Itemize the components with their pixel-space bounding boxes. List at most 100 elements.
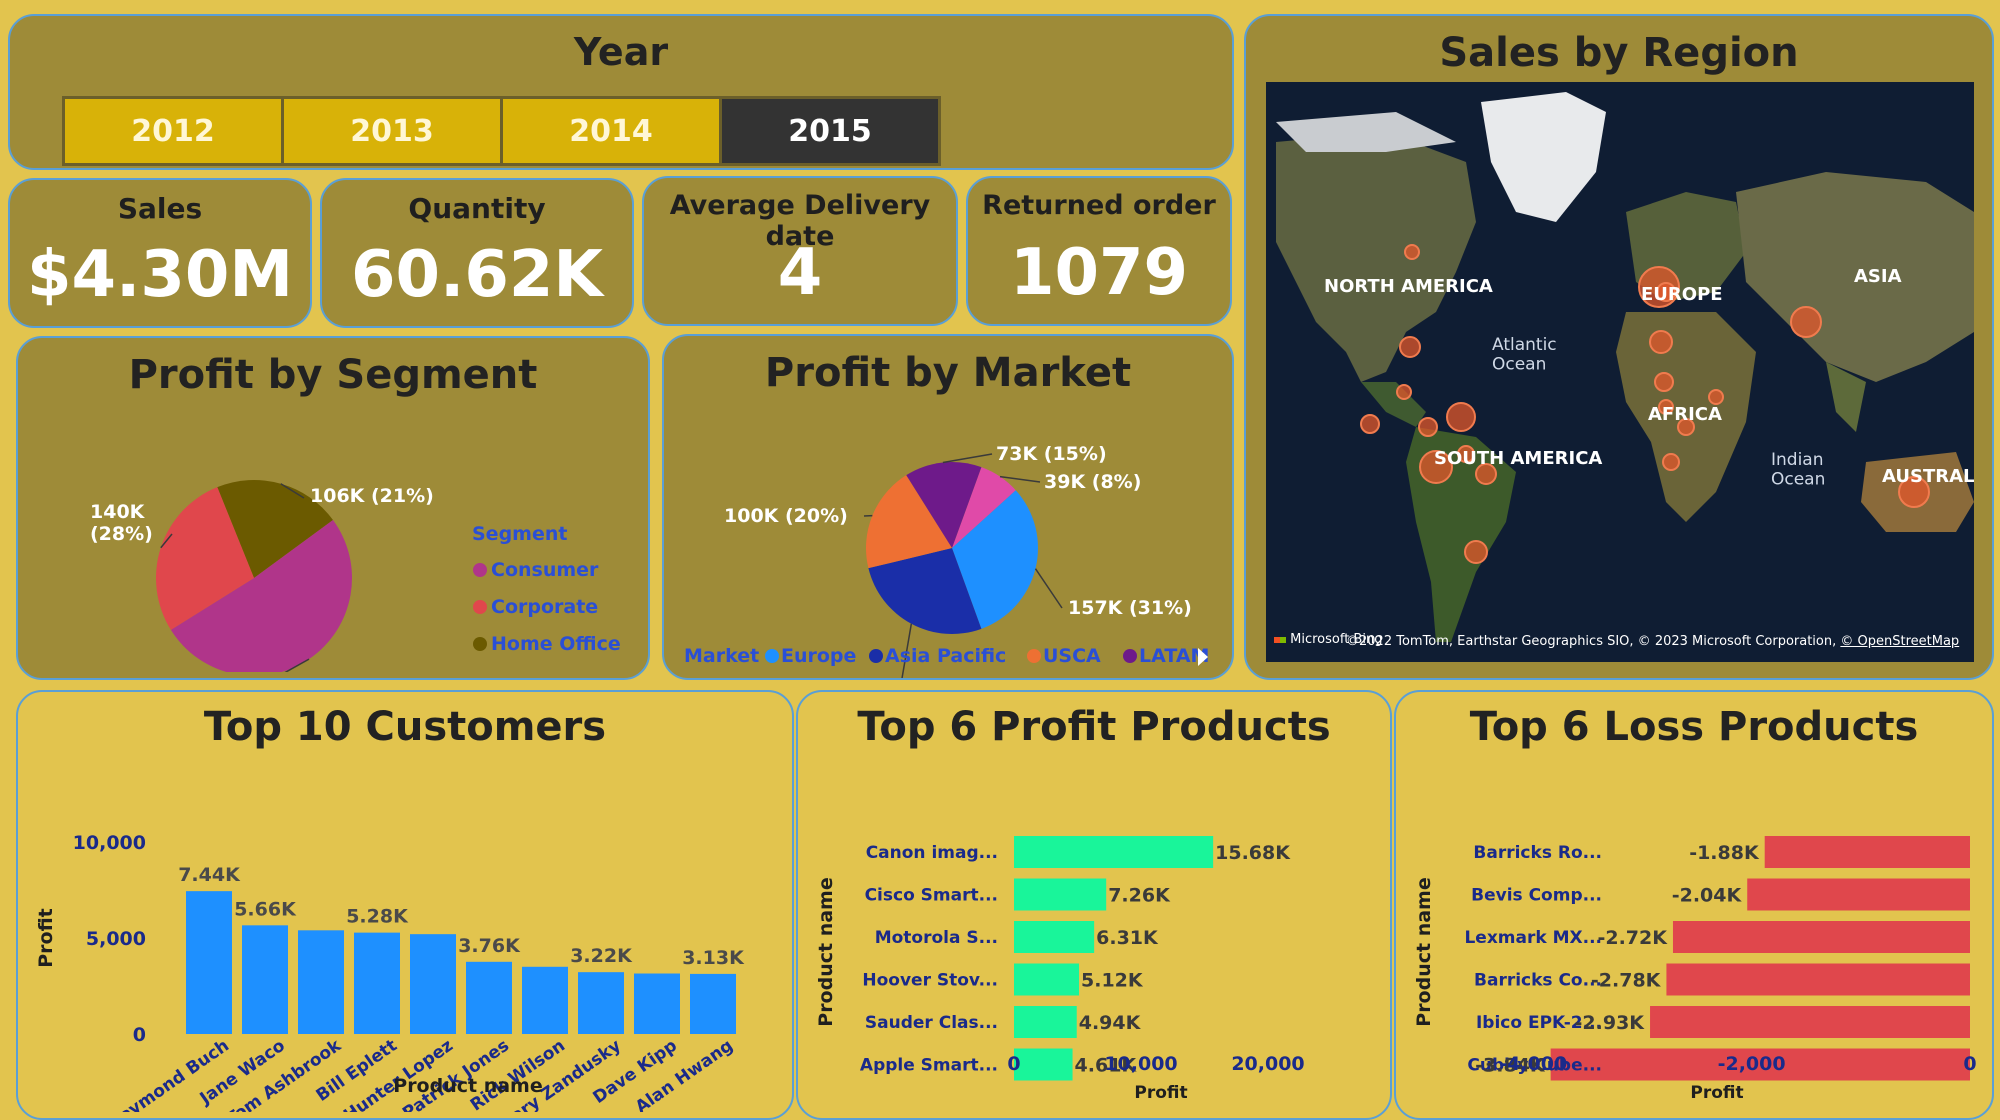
product-bar[interactable] bbox=[1014, 921, 1094, 953]
legend-item[interactable]: Consumer bbox=[491, 559, 599, 581]
chart-title: Profit by Segment bbox=[18, 352, 648, 398]
sales-bubble[interactable] bbox=[1650, 331, 1672, 353]
map-label-europe: EUROPE bbox=[1641, 284, 1723, 305]
map-label-south-america: SOUTH AMERICA bbox=[1434, 448, 1602, 469]
data-label: 5.66K bbox=[234, 898, 297, 920]
chart-title: Top 6 Profit Products bbox=[798, 704, 1390, 750]
chart-title: Top 6 Loss Products bbox=[1396, 704, 1992, 750]
profit-by-market-chart[interactable]: 39K (8%)157K (31%)135K (27%)100K (20%)73… bbox=[664, 396, 1232, 678]
profit-by-segment-chart[interactable]: 106K (21%)258K (51%)140K(28%)SegmentCons… bbox=[18, 402, 648, 672]
y-tick-label: Motorola S... bbox=[875, 928, 998, 948]
x-axis-title: Profit bbox=[1134, 1083, 1187, 1103]
map-label-australia: AUSTRALIA bbox=[1882, 466, 1974, 487]
data-label: 39K (8%) bbox=[1044, 471, 1141, 493]
year-button-2012[interactable]: 2012 bbox=[62, 96, 284, 166]
sales-bubble[interactable] bbox=[1709, 390, 1723, 404]
sales-bubble[interactable] bbox=[1791, 307, 1821, 337]
customer-bar[interactable] bbox=[634, 974, 680, 1034]
y-tick-label: Canon imag... bbox=[866, 843, 998, 863]
y-axis-title: Profit bbox=[35, 908, 57, 968]
product-bar[interactable] bbox=[1014, 1006, 1077, 1038]
chart-title: Profit by Market bbox=[664, 350, 1232, 396]
product-bar[interactable] bbox=[1673, 921, 1970, 953]
sales-bubble[interactable] bbox=[1361, 415, 1379, 433]
y-tick-label: Lexmark MX... bbox=[1464, 928, 1602, 948]
product-bar[interactable] bbox=[1765, 836, 1970, 868]
legend-item[interactable]: Asia Pacific bbox=[885, 645, 1006, 667]
kpi-label: Returned order bbox=[968, 190, 1230, 221]
product-bar[interactable] bbox=[1666, 964, 1970, 996]
year-button-2013[interactable]: 2013 bbox=[281, 96, 503, 166]
kpi-value: 60.62K bbox=[322, 238, 632, 312]
x-tick-label: -2,000 bbox=[1718, 1053, 1786, 1075]
legend-title: Market bbox=[684, 645, 759, 667]
profit-by-market-panel: Profit by Market 39K (8%)157K (31%)135K … bbox=[662, 334, 1234, 680]
sales-bubble[interactable] bbox=[1663, 454, 1679, 470]
kpi-label: Quantity bbox=[322, 192, 632, 225]
kpi-card-returned-order: Returned order 1079 bbox=[966, 176, 1232, 326]
chart-title: Top 10 Customers bbox=[18, 704, 792, 750]
customer-bar[interactable] bbox=[410, 934, 456, 1034]
legend-item[interactable]: Europe bbox=[781, 645, 856, 667]
legend-swatch bbox=[1123, 649, 1137, 663]
data-label: 3.13K bbox=[682, 947, 745, 969]
x-axis-title: Product name bbox=[393, 1075, 542, 1097]
year-slicer-title: Year bbox=[10, 30, 1232, 74]
customer-bar[interactable] bbox=[690, 974, 736, 1034]
customer-bar[interactable] bbox=[354, 933, 400, 1034]
data-label: 3.22K bbox=[570, 945, 633, 967]
y-tick-label: 0 bbox=[133, 1024, 146, 1046]
sales-bubble[interactable] bbox=[1447, 403, 1475, 431]
y-tick-label: Barricks Co... bbox=[1474, 971, 1602, 991]
top-loss-products-panel: Top 6 Loss Products Barricks Ro...-1.88K… bbox=[1394, 690, 1994, 1120]
kpi-value: $4.30M bbox=[10, 238, 310, 312]
sales-bubble[interactable] bbox=[1400, 337, 1420, 357]
product-bar[interactable] bbox=[1014, 836, 1213, 868]
y-tick-label: 5,000 bbox=[86, 928, 146, 950]
legend-item[interactable]: Home Office bbox=[491, 633, 621, 655]
data-label: 100K (20%) bbox=[724, 505, 848, 527]
sales-bubble[interactable] bbox=[1405, 245, 1419, 259]
sales-bubble[interactable] bbox=[1655, 373, 1673, 391]
data-label: 5.28K bbox=[346, 906, 409, 928]
y-axis-title: Product name bbox=[1413, 877, 1435, 1026]
product-bar[interactable] bbox=[1014, 1049, 1073, 1081]
legend-swatch bbox=[869, 649, 883, 663]
product-bar[interactable] bbox=[1650, 1006, 1970, 1038]
year-button-2014[interactable]: 2014 bbox=[500, 96, 722, 166]
customer-bar[interactable] bbox=[578, 972, 624, 1034]
map-label-asia: ASIA bbox=[1854, 266, 1902, 287]
sales-bubble[interactable] bbox=[1397, 385, 1411, 399]
kpi-card-quantity: Quantity 60.62K bbox=[320, 178, 634, 328]
legend-swatch bbox=[473, 563, 487, 577]
product-bar[interactable] bbox=[1014, 879, 1106, 911]
data-label: 7.26K bbox=[1108, 885, 1171, 907]
kpi-value: 4 bbox=[644, 236, 956, 310]
y-tick-label: Cisco Smart... bbox=[865, 886, 998, 906]
y-axis-title: Product name bbox=[815, 877, 837, 1026]
data-label: 5.12K bbox=[1081, 970, 1144, 992]
openstreetmap-link[interactable]: © OpenStreetMap bbox=[1840, 634, 1959, 649]
data-label: -2.78K bbox=[1591, 970, 1662, 992]
map-label-africa: AFRICA bbox=[1648, 404, 1722, 425]
sales-bubble[interactable] bbox=[1465, 541, 1487, 563]
year-button-2015[interactable]: 2015 bbox=[719, 96, 941, 166]
legend-title: Segment bbox=[472, 523, 567, 545]
customer-bar[interactable] bbox=[298, 930, 344, 1034]
customer-bar[interactable] bbox=[186, 891, 232, 1034]
y-tick-label: Hoover Stov... bbox=[862, 971, 998, 991]
sales-bubble[interactable] bbox=[1419, 418, 1437, 436]
legend-item[interactable]: Corporate bbox=[491, 596, 598, 618]
customer-bar[interactable] bbox=[522, 967, 568, 1034]
product-bar[interactable] bbox=[1747, 879, 1970, 911]
product-bar[interactable] bbox=[1014, 964, 1079, 996]
legend-item[interactable]: USCA bbox=[1043, 645, 1101, 667]
customer-bar[interactable] bbox=[242, 925, 288, 1034]
profit-by-segment-panel: Profit by Segment 106K (21%)258K (51%)14… bbox=[16, 336, 650, 680]
customer-bar[interactable] bbox=[466, 962, 512, 1034]
